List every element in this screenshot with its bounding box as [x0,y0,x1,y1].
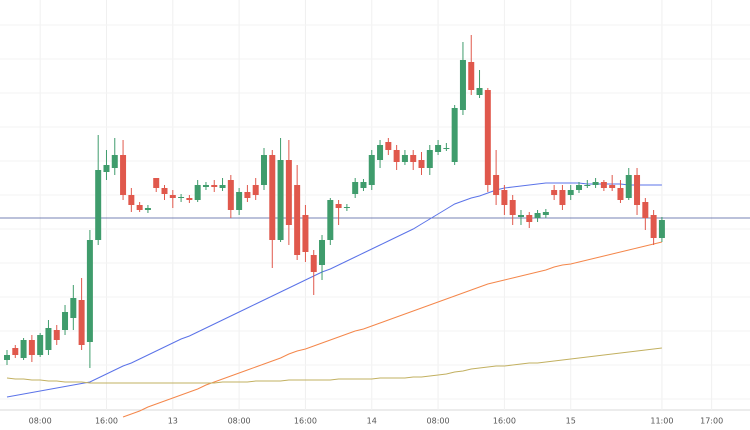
candle-body [551,190,558,195]
candle-body [493,175,500,195]
candle-body [435,145,442,152]
candle-body [136,205,143,210]
candle-body [161,188,168,194]
candle-body [658,220,665,238]
x-tick-label: 08:00 [228,417,251,426]
candle-body [285,160,292,225]
x-tick-label: 08:00 [427,417,450,426]
candle-body [609,185,616,188]
candle-body [559,190,566,205]
candle-body [302,215,309,252]
candle-body [252,185,259,195]
candle-body [310,255,317,272]
candle-body [517,215,524,217]
candle-body [236,192,243,210]
candle-body [120,155,127,195]
candle-body [459,60,466,110]
candle-body [144,208,151,210]
candle-body [269,155,276,240]
candle-body [294,185,301,255]
candle-body [385,142,392,150]
candle-body [319,240,326,265]
candle-body [128,195,135,205]
candle-body [360,182,367,188]
candle-body [53,330,60,340]
candle-body [451,108,458,162]
candle-body [567,190,574,195]
x-tick-label: 11:00 [650,417,673,426]
candle-body [368,155,375,185]
candle-body [592,182,599,185]
candle-body [45,328,52,350]
candle-body [111,155,118,168]
candle-body [468,62,475,90]
candle-body [103,165,110,172]
x-tick-label: 17:00 [700,417,723,426]
x-tick-label: 16:00 [95,417,118,426]
candle-body [194,185,201,200]
candle-body [260,155,267,185]
candle-body [12,348,19,355]
candle-body [219,185,226,188]
candle-body [62,312,69,330]
candle-body [576,185,583,190]
x-tick-label: 16:00 [294,417,317,426]
moving-average-line [6,347,662,384]
candle-body [335,204,342,208]
candle-body [20,340,27,358]
candle-body [534,213,541,218]
candle-body [153,178,160,188]
candle-body [211,185,218,187]
candle-body [78,300,85,345]
candle-body [542,212,549,215]
candle-body [178,197,185,198]
candle-body [509,200,516,215]
candle-body [70,298,77,318]
candle-body [401,155,408,162]
candle-body [526,215,533,222]
candle-body [37,335,44,355]
x-tick-label: 14 [367,417,377,426]
candle-body [277,160,284,240]
candle-body [642,202,649,218]
candle-body [443,148,450,149]
candle-body [352,182,359,194]
candle-body [343,207,350,208]
candle-body [227,180,234,210]
candle-body [650,215,657,238]
x-tick-label: 15 [566,417,576,426]
candle-body [418,160,425,168]
candle-body [501,190,508,205]
candle-body [426,150,433,168]
moving-average-line [6,182,662,398]
candle-body [327,200,334,240]
candle-body [634,175,641,205]
candle-body [86,240,93,342]
candle-body [476,88,483,95]
candle-body [95,170,102,240]
x-tick-label: 08:00 [29,417,52,426]
candle-body [617,188,624,200]
candle-body [202,185,209,187]
candle-body [484,90,491,185]
candle-body [28,340,35,355]
candle-body [600,182,607,188]
candle-body [625,175,632,198]
x-tick-label: 13 [168,417,178,426]
candle-body [393,150,400,162]
candle-body [377,145,384,160]
x-tick-label: 16:00 [493,417,516,426]
candle-body [169,195,176,198]
candle-body [584,185,591,186]
candle-body [244,192,251,198]
candle-body [186,198,193,200]
candle-body [410,155,417,162]
candle-body [4,355,10,360]
